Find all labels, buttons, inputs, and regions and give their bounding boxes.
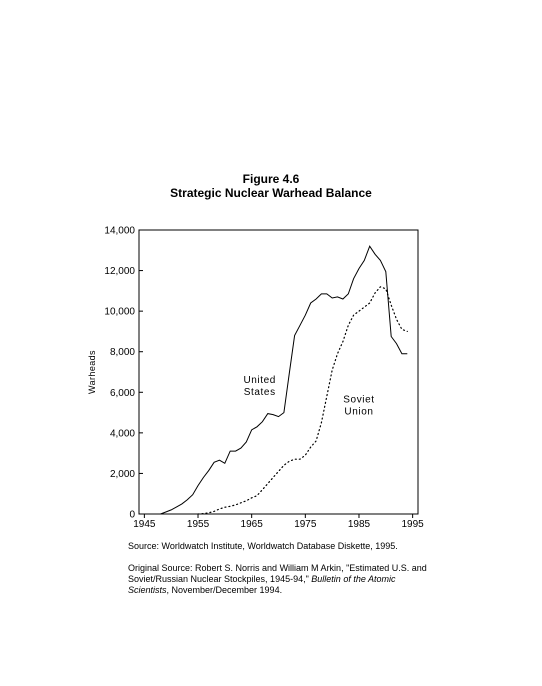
soviet-union-series-label: Union — [344, 406, 373, 417]
plot-frame — [138, 229, 419, 515]
soviet-union-series-line — [197, 286, 408, 515]
source-note: Source: Worldwatch Institute, Worldwatch… — [128, 541, 398, 551]
y-tick-label: 2,000 — [110, 469, 135, 480]
y-axis-title: Warheads — [87, 350, 97, 394]
x-tick-label: 1955 — [187, 519, 210, 530]
united-states-series-label: States — [244, 387, 276, 398]
y-tick-label: 14,000 — [104, 226, 135, 237]
y-tick-label: 12,000 — [104, 266, 135, 277]
y-axis: 0 2,000 4,000 6,000 8,000 10,000 12,000 14,000 — [104, 226, 143, 521]
series-group — [160, 245, 408, 515]
x-tick-label: 1985 — [348, 519, 371, 530]
x-tick-label: 1975 — [294, 519, 317, 530]
original-source-prefix: Original Source: Robert S. Norris and Wi… — [128, 563, 427, 584]
x-axis: 1945 1955 1965 1975 1985 1995 — [133, 514, 424, 530]
figure-title: Figure 4.6 — [242, 172, 300, 186]
y-tick-label: 8,000 — [110, 347, 135, 358]
x-tick-label: 1965 — [241, 519, 264, 530]
y-tick-label: 4,000 — [110, 428, 135, 439]
journal-name: Bulletin of the Atomic Scientists — [128, 574, 396, 595]
y-tick-label: 0 — [129, 510, 135, 521]
original-source-suffix: , November/December 1994. — [166, 585, 283, 595]
y-tick-label: 6,000 — [110, 388, 135, 399]
soviet-union-series-label: Soviet — [343, 394, 374, 405]
x-tick-label: 1995 — [402, 519, 425, 530]
united-states-series-line — [160, 245, 408, 515]
x-tick-label: 1945 — [133, 519, 156, 530]
y-tick-label: 10,000 — [104, 307, 135, 318]
original-source-note: Original Source: Robert S. Norris and Wi… — [128, 563, 428, 596]
figure-subtitle: Strategic Nuclear Warhead Balance — [170, 186, 372, 200]
united-states-series-label: United — [243, 375, 276, 386]
